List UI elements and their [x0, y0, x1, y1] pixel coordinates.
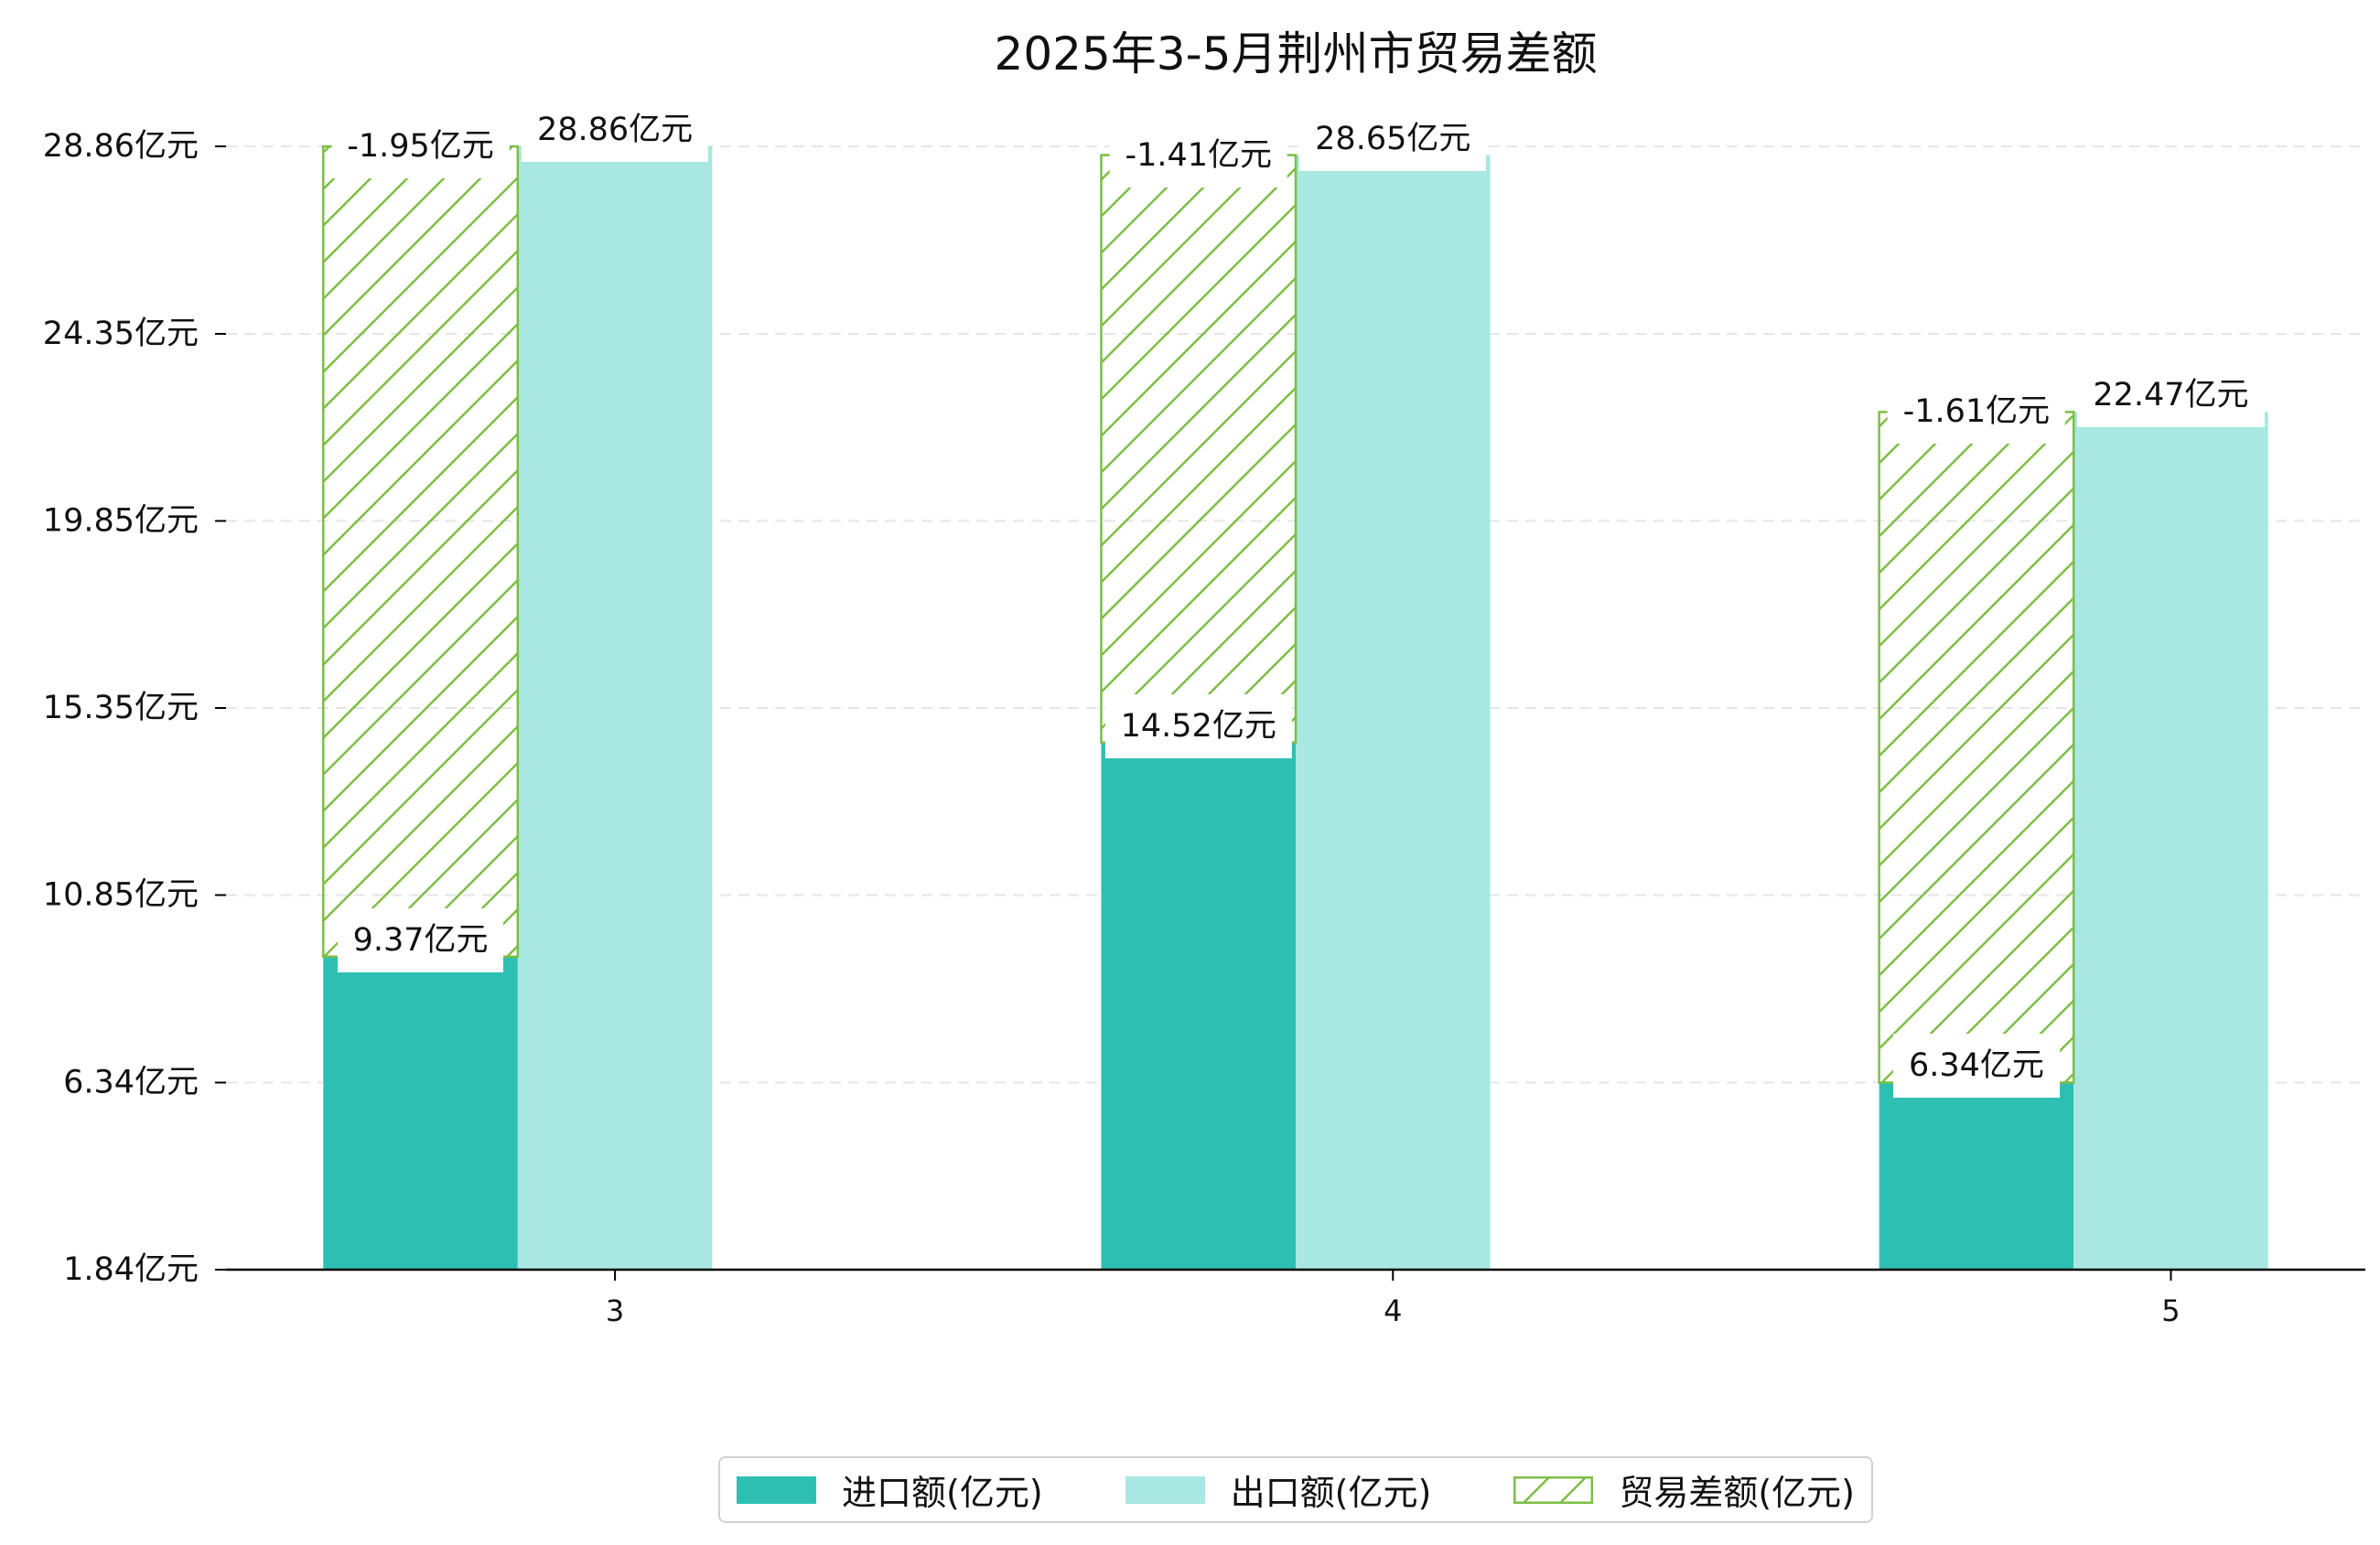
- y-tick-label-3: 15.35亿元: [43, 690, 199, 726]
- x-tick-label-4: 4: [1384, 1293, 1402, 1328]
- bar-export-3: [517, 146, 713, 1270]
- value-label-trade-balance-4: -1.41亿元: [1109, 123, 1287, 188]
- y-tick-label-5: 24.35亿元: [43, 316, 199, 352]
- bar-trade-balance-3: [322, 145, 520, 959]
- bars: [322, 145, 2268, 1270]
- bar-import-5: [1879, 1082, 2074, 1270]
- value-label-import-4: 14.52亿元: [1104, 693, 1292, 758]
- bar-export-5: [2073, 412, 2268, 1270]
- legend-swatch-trade-balance: [1513, 1475, 1594, 1504]
- value-label-trade-balance-3: -1.95亿元: [331, 114, 510, 178]
- x-tick-label-3: 3: [606, 1293, 624, 1328]
- legend-swatch-export: [1125, 1475, 1205, 1504]
- value-label-export-4: 28.65亿元: [1299, 106, 1487, 171]
- legend: 进口额(亿元) 出口额(亿元) 贸易差额(亿元): [718, 1456, 1873, 1523]
- y-tick-label-0: 1.84亿元: [63, 1251, 199, 1288]
- legend-label-export: 出口额(亿元): [1230, 1473, 1432, 1513]
- value-label-export-5: 22.47亿元: [2077, 363, 2265, 428]
- bar-import-3: [323, 956, 518, 1270]
- value-label-import-5: 6.34亿元: [1892, 1034, 2060, 1099]
- chart-title: 2025年3-5月荆州市贸易差额: [994, 27, 1598, 80]
- legend-item-trade-balance: 贸易差额(亿元): [1513, 1465, 1855, 1515]
- axes: 1.84亿元 6.34亿元 10.85亿元 15.35亿元 19.85亿元 24.35亿元…: [43, 128, 2365, 1328]
- legend-label-import: 进口额(亿元): [842, 1473, 1043, 1513]
- bar-trade-balance-5: [1878, 411, 2075, 1084]
- x-tick-label-5: 5: [2161, 1293, 2180, 1328]
- value-label-export-3: 28.86亿元: [521, 98, 709, 162]
- y-tick-label-1: 6.34亿元: [63, 1064, 199, 1100]
- legend-swatch-import-rect: [737, 1475, 817, 1504]
- legend-swatch-trade-balance-rect: [1513, 1475, 1594, 1504]
- legend-item-export: 出口额(亿元): [1125, 1465, 1432, 1515]
- y-tick-label-2: 10.85亿元: [43, 877, 199, 914]
- bar-import-4: [1101, 742, 1296, 1270]
- legend-item-import: 进口额(亿元): [737, 1465, 1043, 1515]
- value-label-import-3: 9.37亿元: [337, 907, 504, 972]
- bar-export-4: [1296, 155, 1491, 1270]
- y-tick-label-4: 19.85亿元: [43, 502, 199, 539]
- y-tick-label-6: 28.86亿元: [43, 128, 199, 165]
- legend-swatch-export-rect: [1125, 1475, 1205, 1504]
- legend-swatch-import: [737, 1475, 817, 1504]
- value-label-trade-balance-5: -1.61亿元: [1887, 380, 2066, 445]
- legend-label-trade-balance: 贸易差额(亿元): [1619, 1473, 1855, 1513]
